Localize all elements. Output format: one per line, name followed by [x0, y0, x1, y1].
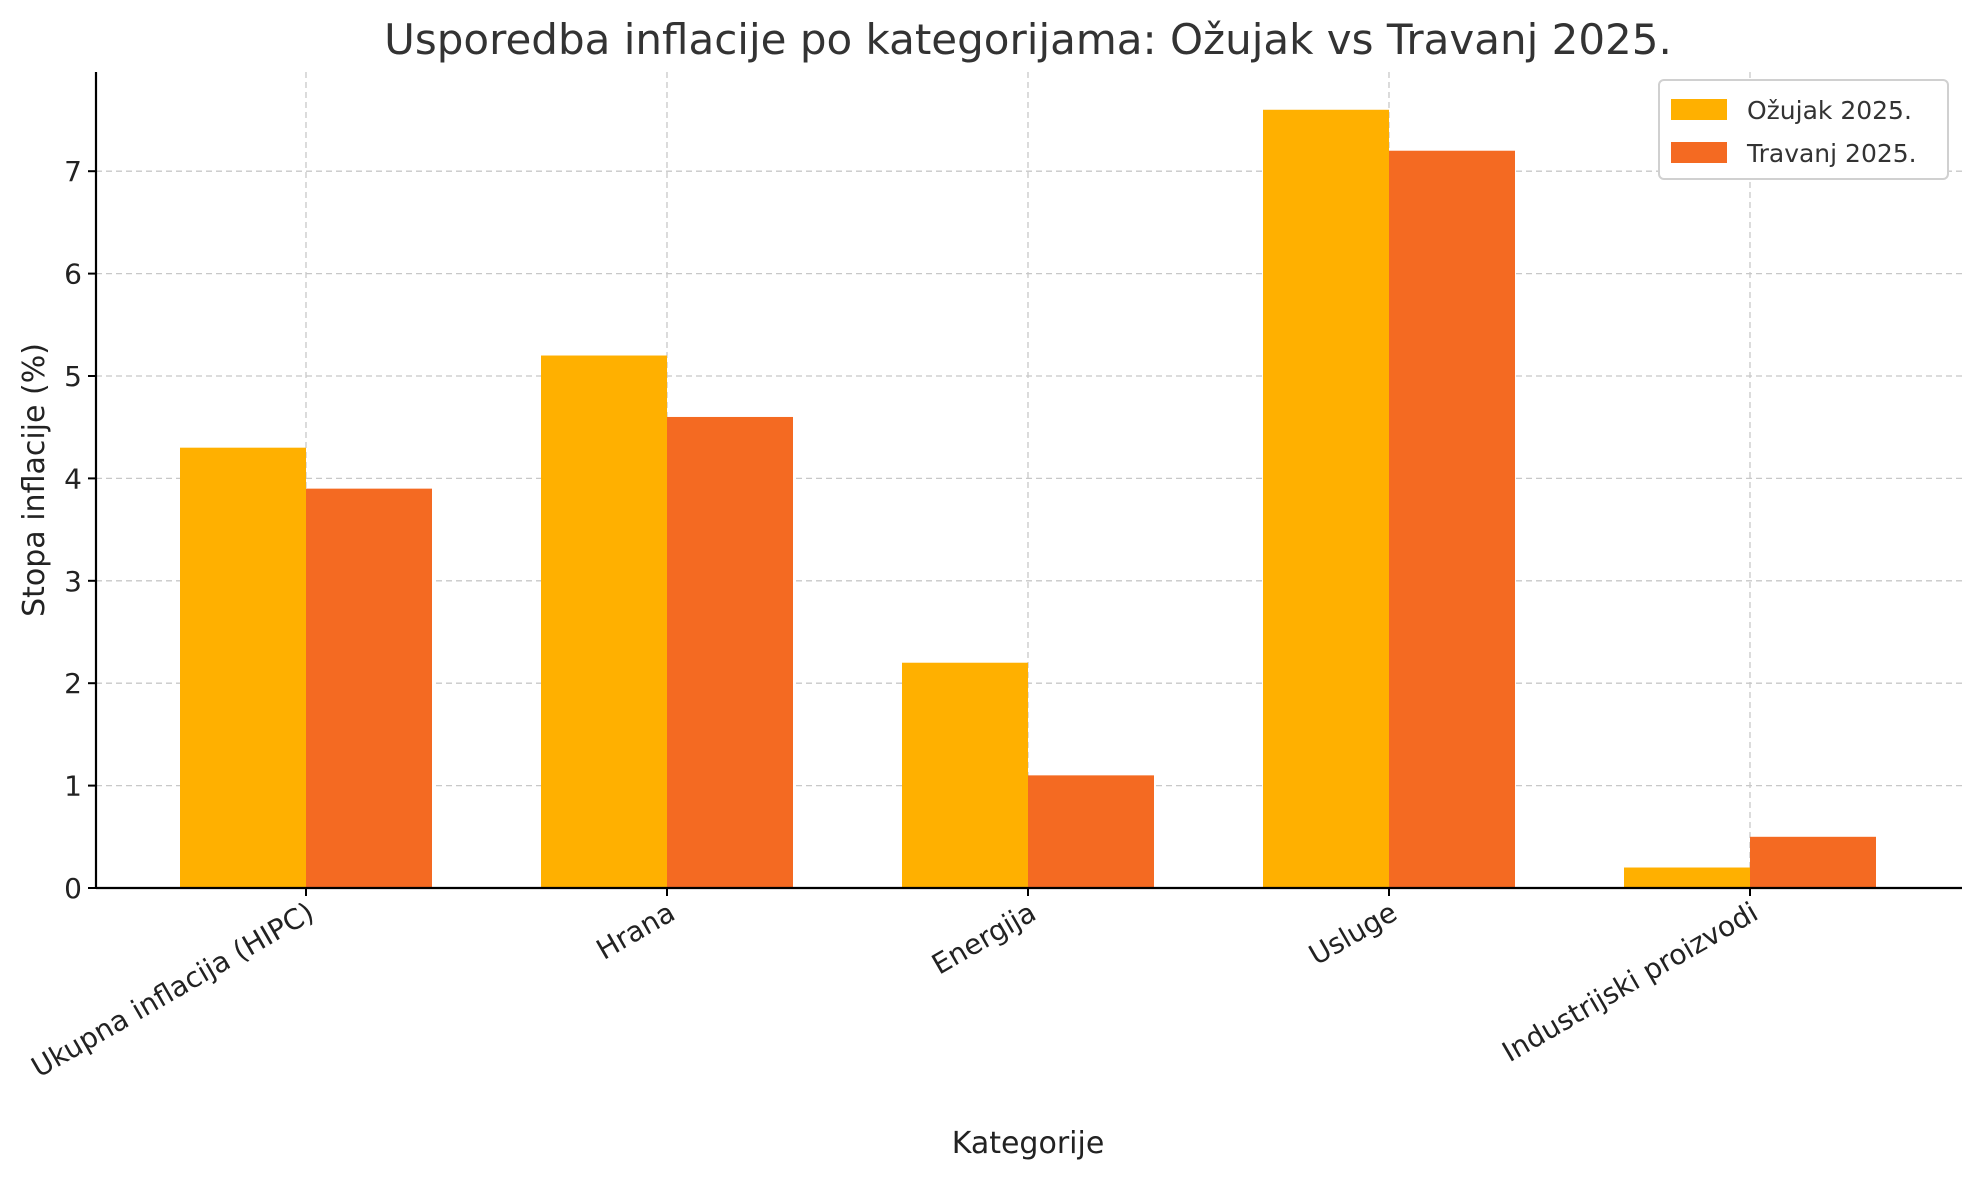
bar-april-2 — [1028, 775, 1154, 888]
y-tick-label: 7 — [64, 155, 82, 188]
bar-march-4 — [1624, 867, 1750, 888]
bar-march-3 — [1263, 109, 1389, 888]
x-tick-label: Hrana — [591, 895, 681, 966]
legend: Ožujak 2025. Travanj 2025. — [1658, 79, 1949, 180]
bar-april-4 — [1750, 836, 1876, 888]
y-tick-label: 0 — [64, 872, 82, 905]
bar-march-0 — [180, 447, 306, 888]
bars-layer — [180, 109, 1876, 889]
bar-march-2 — [902, 662, 1028, 888]
bar-march-1 — [541, 355, 667, 888]
x-tick-label: Energija — [926, 895, 1041, 981]
legend-label-march: Ožujak 2025. — [1747, 96, 1912, 125]
y-tick-label: 3 — [64, 565, 82, 598]
bar-april-3 — [1389, 150, 1515, 889]
x-axis-title: Kategorije — [952, 1126, 1105, 1161]
y-tick-label: 2 — [64, 667, 82, 700]
legend-label-april: Travanj 2025. — [1746, 139, 1917, 168]
legend-swatch-april — [1671, 142, 1727, 163]
y-tick-label: 5 — [64, 360, 82, 393]
legend-swatch-march — [1671, 99, 1727, 120]
y-tick-label: 4 — [64, 462, 82, 495]
y-axis-title: Stopa inflacije (%) — [17, 343, 52, 617]
y-tick-label: 6 — [64, 258, 82, 291]
x-tick-label: Industrijski proizvodi — [1497, 895, 1764, 1068]
x-tick-label: Ukupna inflacija (HIPC) — [26, 895, 320, 1084]
legend-box — [1658, 79, 1949, 180]
y-tick-label: 1 — [64, 770, 82, 803]
chart-title: Usporedba inflacije po kategorijama: Ožu… — [384, 15, 1672, 64]
bar-april-1 — [667, 416, 793, 888]
x-tick-label: Usluge — [1303, 895, 1402, 971]
bar-april-0 — [306, 488, 432, 888]
